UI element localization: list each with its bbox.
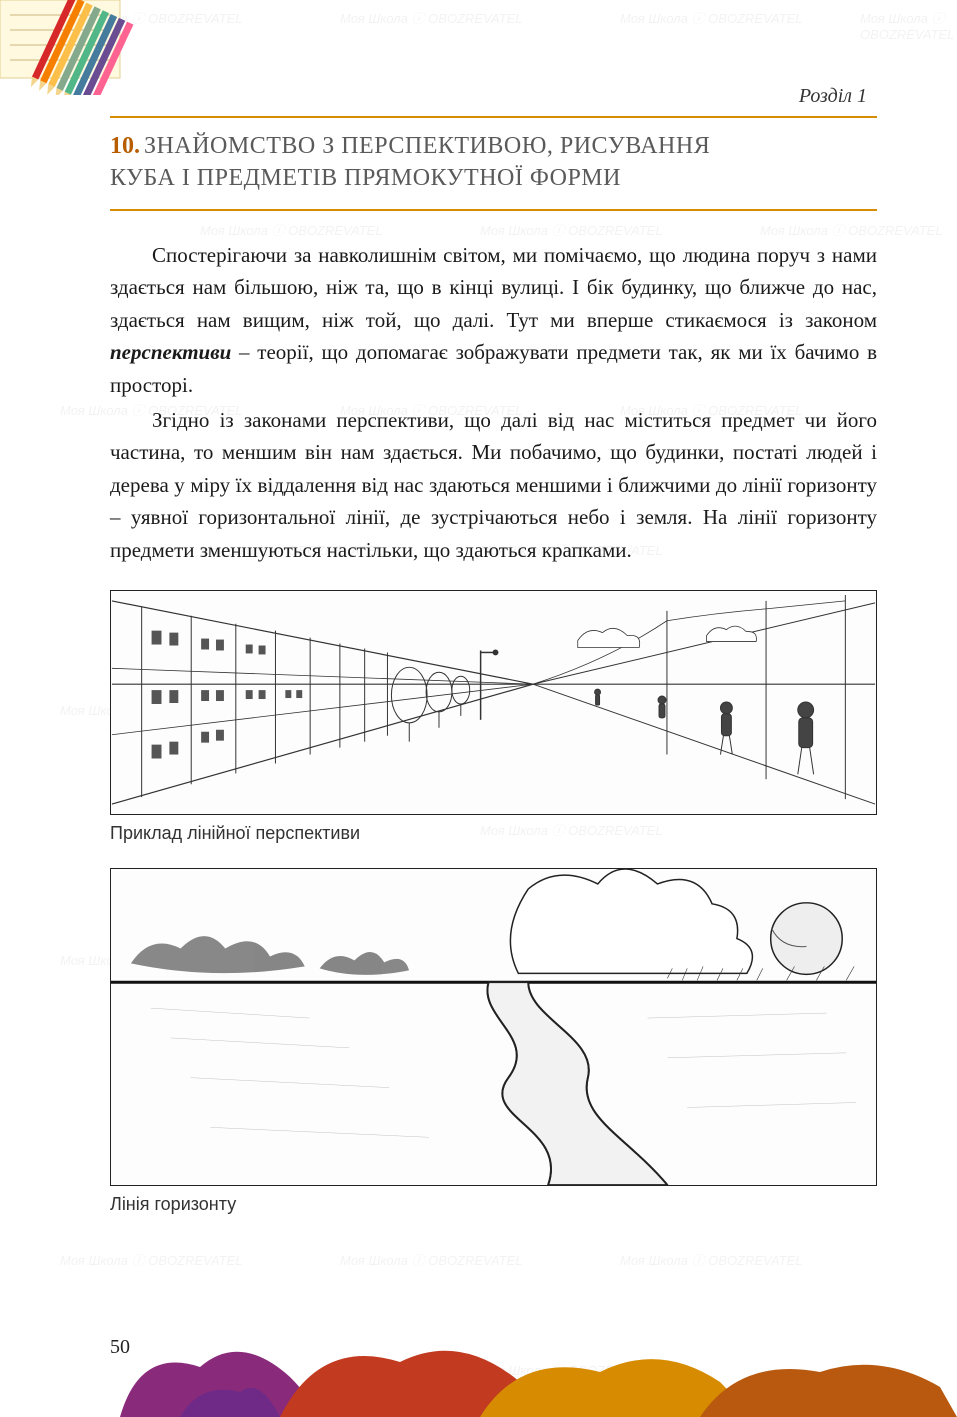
- p1-emphasis: перспективи: [110, 340, 231, 364]
- p1-text-a: Спостерігаючи за навколишнім світом, ми …: [110, 243, 877, 332]
- watermark: Моя Школа ⓘ OBOZREVATEL: [60, 1250, 243, 1269]
- section-label: Розділ 1: [110, 85, 877, 108]
- figure-1-drawing: [110, 590, 877, 815]
- title-line-1: ЗНАЙОМСТВО З ПЕРСПЕКТИВОЮ, РИСУВАННЯ: [144, 133, 710, 159]
- title-block: 10. ЗНАЙОМСТВО З ПЕРСПЕКТИВОЮ, РИСУВАННЯ…: [110, 116, 877, 211]
- body-text: Спостерігаючи за навколишнім світом, ми …: [110, 239, 877, 566]
- figure-1-caption: Приклад лінійної перспективи: [110, 823, 877, 844]
- title-line-2: КУБА І ПРЕДМЕТІВ ПРЯМОКУТНОЇ ФОРМИ: [110, 165, 621, 191]
- paragraph-2: Згідно із законами перспективи, що далі …: [110, 404, 877, 567]
- footer-splash-icon: [0, 1327, 957, 1417]
- figure-1: Приклад лінійної перспективи: [110, 590, 877, 844]
- paragraph-1: Спостерігаючи за навколишнім світом, ми …: [110, 239, 877, 402]
- page-number: 50: [110, 1336, 130, 1359]
- title-number: 10.: [110, 133, 140, 159]
- watermark: Моя Школа ⓘ OBOZREVATEL: [340, 1250, 523, 1269]
- page-content: Розділ 1 10. ЗНАЙОМСТВО З ПЕРСПЕКТИВОЮ, …: [0, 0, 957, 1215]
- watermark: Моя Школа ⓘ OBOZREVATEL: [620, 1250, 803, 1269]
- figure-2: Лінія горизонту: [110, 868, 877, 1215]
- figure-2-caption: Лінія горизонту: [110, 1194, 877, 1215]
- figure-2-drawing: [110, 868, 877, 1186]
